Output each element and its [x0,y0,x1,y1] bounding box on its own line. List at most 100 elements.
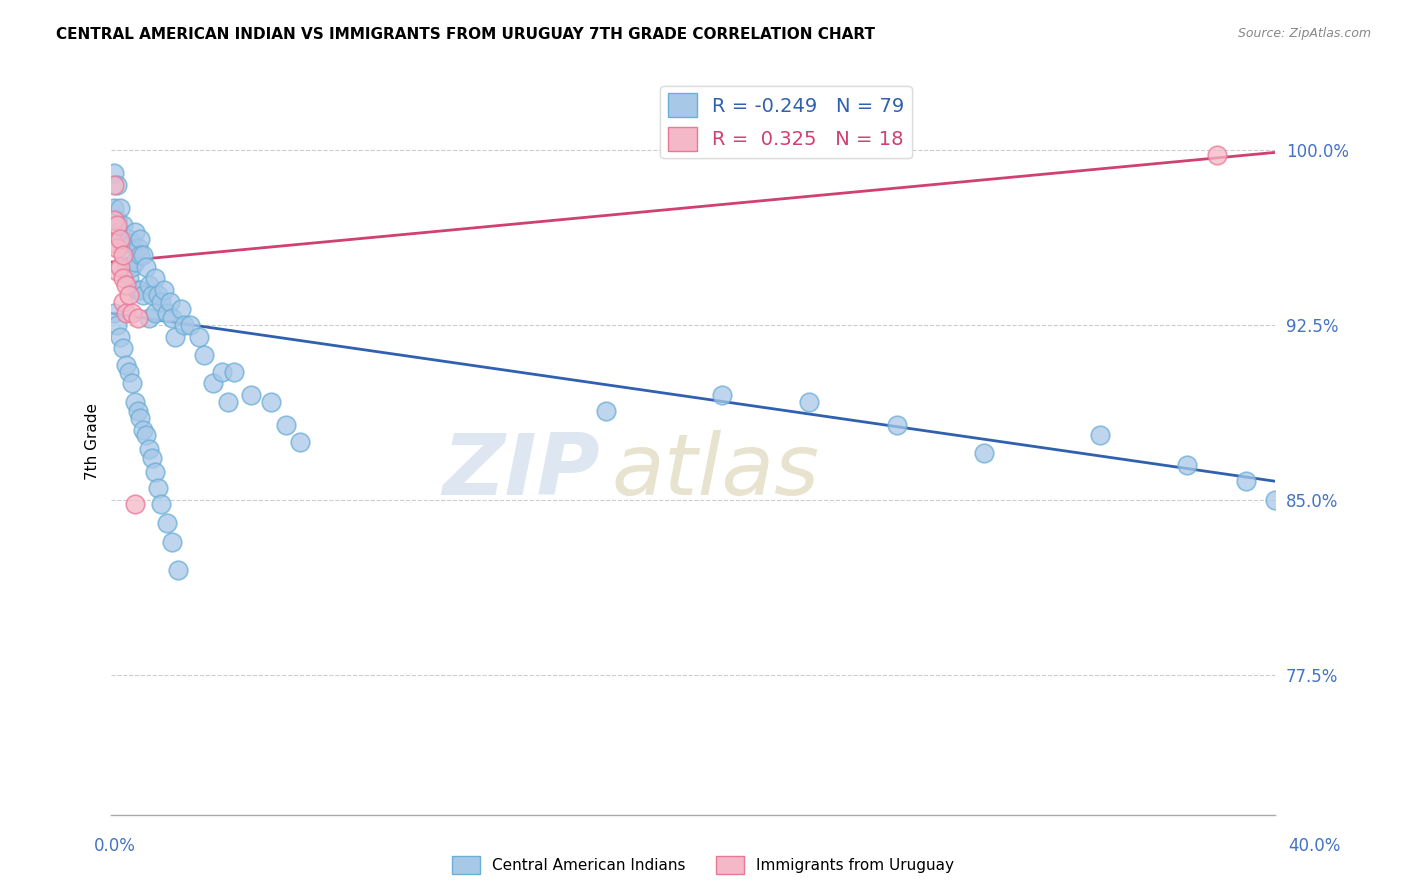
Point [165,329,187,343]
Point [1234,474,1257,488]
Point [127,310,149,325]
Point [112,236,135,251]
Point [138,310,160,325]
Point [121,236,143,251]
Point [141,450,163,465]
Point [108,329,131,343]
Legend: Central American Indians, Immigrants from Uruguay: Central American Indians, Immigrants fro… [446,850,960,880]
Point [222,365,245,379]
Point [156,306,179,320]
Point [240,388,263,402]
Point [115,260,138,274]
Point [1264,492,1286,507]
Point [103,178,125,192]
Point [121,376,143,391]
Point [143,271,166,285]
Point [170,301,193,316]
Point [127,283,149,297]
Point [112,294,135,309]
Point [141,287,163,301]
Point [129,283,152,297]
Point [105,264,128,278]
Point [138,442,160,456]
Point [1177,458,1199,472]
Point [143,306,166,320]
Point [103,166,125,180]
Point [193,348,215,362]
Point [105,213,128,227]
Point [886,418,908,433]
Point [118,287,141,301]
Point [162,310,184,325]
Point [105,218,128,232]
Point [115,248,138,262]
Point [217,395,239,409]
Point [143,465,166,479]
Point [115,278,138,293]
Point [173,318,195,332]
Point [973,446,995,460]
Point [118,365,141,379]
Text: 0.0%: 0.0% [94,837,136,855]
Point [202,376,225,391]
Text: CENTRAL AMERICAN INDIAN VS IMMIGRANTS FROM URUGUAY 7TH GRADE CORRELATION CHART: CENTRAL AMERICAN INDIAN VS IMMIGRANTS FR… [56,27,876,42]
Point [129,411,152,425]
Text: atlas: atlas [612,430,820,513]
Point [132,423,155,437]
Point [149,498,172,512]
Point [1205,148,1227,162]
Point [112,271,135,285]
Point [115,306,138,320]
Point [121,260,143,274]
Point [711,388,734,402]
Point [115,358,138,372]
Point [260,395,283,409]
Point [112,218,135,232]
Point [105,178,128,192]
Text: Source: ZipAtlas.com: Source: ZipAtlas.com [1237,27,1371,40]
Point [211,365,233,379]
Point [124,255,146,269]
Point [1090,427,1112,442]
Point [135,427,157,442]
Point [103,202,125,216]
Point [103,306,125,320]
Point [290,434,312,449]
Point [149,294,172,309]
Point [167,563,190,577]
Point [129,232,152,246]
Point [118,271,141,285]
Point [152,283,174,297]
Text: 40.0%: 40.0% [1288,837,1341,855]
Point [124,395,146,409]
Point [179,318,201,332]
Point [103,213,125,227]
Point [127,404,149,418]
Point [129,248,152,262]
Point [103,236,125,251]
Point [132,248,155,262]
Point [187,329,209,343]
Point [162,534,184,549]
Legend: R = -0.249   N = 79, R =  0.325   N = 18: R = -0.249 N = 79, R = 0.325 N = 18 [659,86,912,159]
Point [146,481,169,495]
Point [159,294,181,309]
Point [124,225,146,239]
Point [138,278,160,293]
Point [112,341,135,355]
Point [118,232,141,246]
Text: ZIP: ZIP [443,430,600,513]
Point [799,395,821,409]
Point [108,225,131,239]
Point [135,260,157,274]
Point [112,248,135,262]
Point [124,498,146,512]
Point [146,287,169,301]
Point [108,202,131,216]
Point [105,318,128,332]
Point [105,241,128,255]
Point [132,287,155,301]
Point [108,260,131,274]
Point [127,241,149,255]
Point [108,232,131,246]
